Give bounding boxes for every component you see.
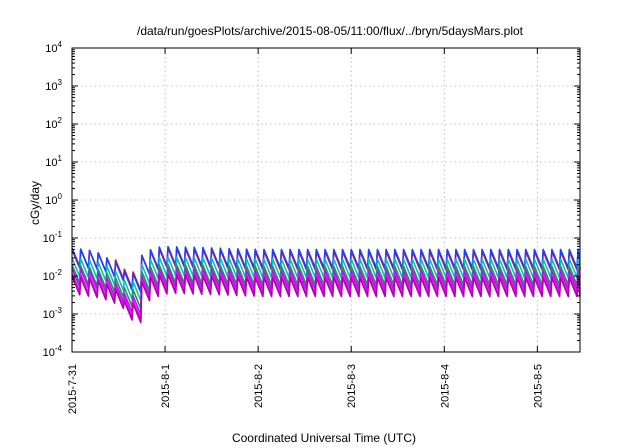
y-tick-labels: 10-4 10-3 10-2 10-1 100 101 102 103 104 [43,40,63,359]
y-tick-label: 100 [45,192,62,207]
chart-title: /data/run/goesPlots/archive/2015-08-05/1… [137,24,524,38]
tick-marks [71,47,580,353]
series-group [71,245,581,324]
x-tick-label: 2015-8-3 [346,364,358,408]
x-tick-label: 2015-8-4 [439,364,451,408]
y-axis-label: cGy/day [28,181,42,225]
y-tick-label: 103 [45,78,62,93]
y-tick-label: 10-2 [43,268,63,283]
x-tick-label: 2015-8-2 [253,364,265,408]
x-axis-label: Coordinated Universal Time (UTC) [232,431,416,445]
plot-frame [71,47,581,353]
y-tick-label: 104 [45,40,62,55]
y-tick-label: 10-3 [43,306,63,321]
y-tick-label: 102 [45,116,62,131]
x-tick-label: 2015-8-1 [160,364,172,408]
grid [72,48,580,352]
y-tick-label: 10-4 [43,344,63,359]
x-tick-label: 2015-8-5 [532,364,544,408]
x-tick-labels: 2015-7-31 2015-8-1 2015-8-2 2015-8-3 2015-8-… [67,364,544,414]
y-tick-label: 101 [45,154,62,169]
x-tick-label: 2015-7-31 [67,364,79,414]
y-tick-label: 10-1 [43,230,63,245]
series-line-7 [71,273,581,324]
